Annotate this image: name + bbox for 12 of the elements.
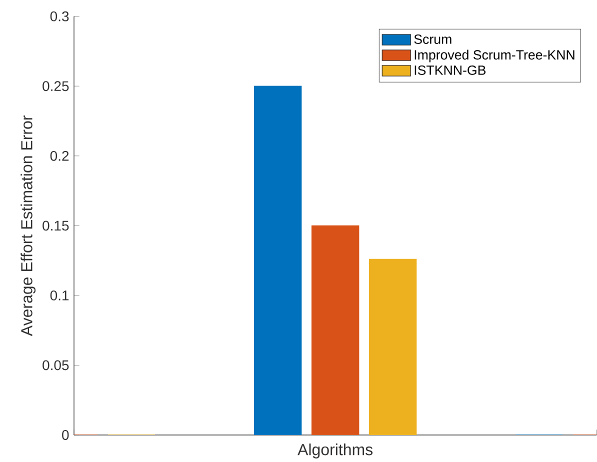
y-tick-label: 0.1 [50, 290, 69, 300]
y-axis-title: Average Effort Estimation Error [20, 116, 36, 336]
y-tick-label: 0.05 [42, 360, 69, 370]
x-axis-title: Algorithms [298, 444, 373, 458]
y-tick-label: 0.15 [42, 220, 69, 231]
legend-label: ISTKNN-GB [414, 65, 486, 75]
y-tick-label: 0.25 [42, 81, 69, 92]
legend-label: Scrum [414, 34, 452, 44]
y-tick-label: 0.2 [50, 150, 69, 161]
legend-label: Improved Scrum-Tree-KNN [414, 50, 574, 62]
y-tick-label: 0.3 [50, 11, 69, 22]
y-tick-label: 0 [62, 430, 69, 440]
